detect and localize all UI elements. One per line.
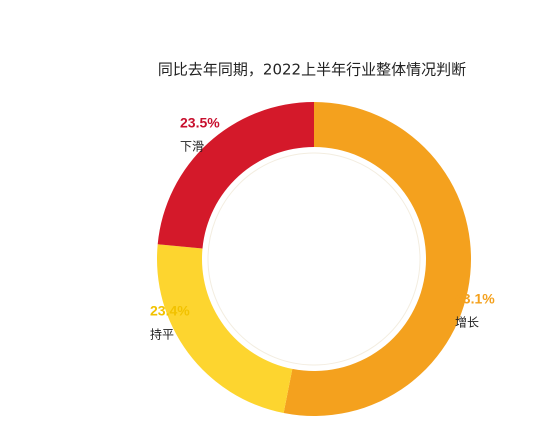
donut-segment xyxy=(156,244,293,414)
chart-title: 同比去年同期，2022上半年行业整体情况判断 xyxy=(158,61,466,79)
value-label: 53.1% xyxy=(455,291,495,307)
inner-ring xyxy=(207,152,421,366)
donut-segment xyxy=(157,102,314,249)
value-label: 23.4% xyxy=(150,303,190,319)
value-label: 23.5% xyxy=(180,115,220,131)
category-label: 持平 xyxy=(150,327,174,342)
category-label: 下滑 xyxy=(180,140,204,154)
donut-segment xyxy=(283,102,471,416)
category-label: 增长 xyxy=(455,316,479,330)
